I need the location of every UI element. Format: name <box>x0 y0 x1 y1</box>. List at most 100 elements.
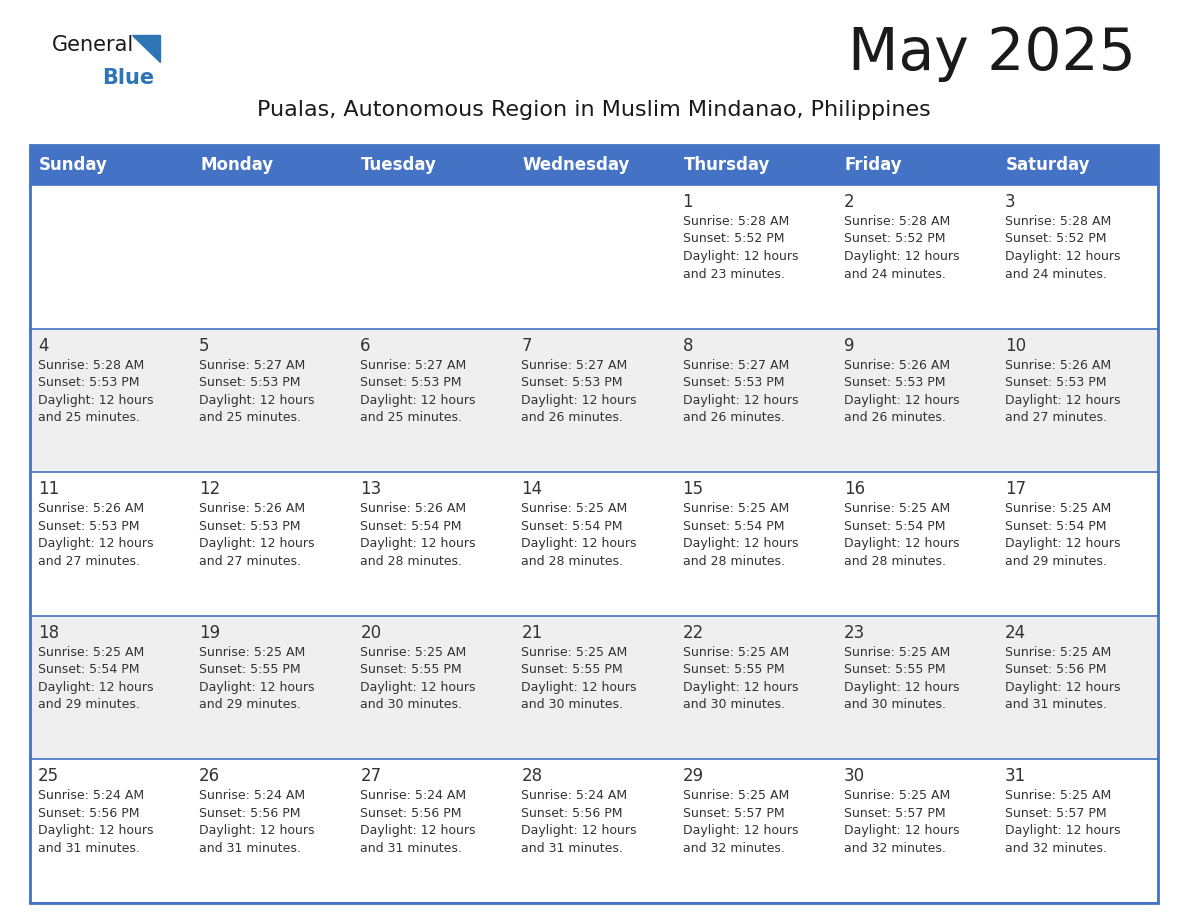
Text: Daylight: 12 hours: Daylight: 12 hours <box>843 681 959 694</box>
Text: 30: 30 <box>843 767 865 786</box>
Text: Sunrise: 5:25 AM: Sunrise: 5:25 AM <box>38 645 144 659</box>
Text: Sunset: 5:53 PM: Sunset: 5:53 PM <box>522 376 623 389</box>
Text: Sunrise: 5:27 AM: Sunrise: 5:27 AM <box>200 359 305 372</box>
Text: Sunset: 5:55 PM: Sunset: 5:55 PM <box>843 664 946 677</box>
Text: Sunrise: 5:25 AM: Sunrise: 5:25 AM <box>522 502 627 515</box>
Text: 4: 4 <box>38 337 49 354</box>
Bar <box>30 616 191 759</box>
Text: Sunrise: 5:27 AM: Sunrise: 5:27 AM <box>360 359 467 372</box>
Text: Daylight: 12 hours: Daylight: 12 hours <box>843 537 959 550</box>
Text: and 27 minutes.: and 27 minutes. <box>38 554 140 567</box>
Text: Sunset: 5:52 PM: Sunset: 5:52 PM <box>683 232 784 245</box>
Text: Daylight: 12 hours: Daylight: 12 hours <box>1005 250 1120 263</box>
Bar <box>513 329 675 472</box>
Text: Saturday: Saturday <box>1006 156 1091 174</box>
Text: and 24 minutes.: and 24 minutes. <box>1005 267 1107 281</box>
Bar <box>353 145 513 185</box>
Text: Sunset: 5:54 PM: Sunset: 5:54 PM <box>38 664 139 677</box>
Text: 17: 17 <box>1005 480 1026 498</box>
Text: 21: 21 <box>522 624 543 642</box>
Text: 29: 29 <box>683 767 703 786</box>
Text: Sunrise: 5:24 AM: Sunrise: 5:24 AM <box>522 789 627 802</box>
Text: Thursday: Thursday <box>683 156 770 174</box>
Text: and 26 minutes.: and 26 minutes. <box>843 411 946 424</box>
Text: Sunday: Sunday <box>39 156 108 174</box>
Text: Daylight: 12 hours: Daylight: 12 hours <box>360 681 475 694</box>
Text: Daylight: 12 hours: Daylight: 12 hours <box>522 824 637 837</box>
Bar <box>191 759 353 903</box>
Text: Sunrise: 5:27 AM: Sunrise: 5:27 AM <box>522 359 627 372</box>
Text: and 30 minutes.: and 30 minutes. <box>360 699 462 711</box>
Text: Sunset: 5:53 PM: Sunset: 5:53 PM <box>360 376 462 389</box>
Text: Daylight: 12 hours: Daylight: 12 hours <box>683 824 798 837</box>
Text: and 29 minutes.: and 29 minutes. <box>38 699 140 711</box>
Text: Daylight: 12 hours: Daylight: 12 hours <box>843 250 959 263</box>
Bar <box>835 145 997 185</box>
Text: 25: 25 <box>38 767 59 786</box>
Bar <box>835 472 997 616</box>
Text: 1: 1 <box>683 193 693 211</box>
Text: 27: 27 <box>360 767 381 786</box>
Bar <box>30 185 191 329</box>
Text: 15: 15 <box>683 480 703 498</box>
Bar <box>997 145 1158 185</box>
Bar <box>675 145 835 185</box>
Text: Daylight: 12 hours: Daylight: 12 hours <box>1005 681 1120 694</box>
Text: Daylight: 12 hours: Daylight: 12 hours <box>360 537 475 550</box>
Text: Sunrise: 5:24 AM: Sunrise: 5:24 AM <box>200 789 305 802</box>
Text: Sunrise: 5:25 AM: Sunrise: 5:25 AM <box>1005 789 1111 802</box>
Text: and 29 minutes.: and 29 minutes. <box>200 699 301 711</box>
Text: 28: 28 <box>522 767 543 786</box>
Text: 26: 26 <box>200 767 220 786</box>
Text: Sunrise: 5:24 AM: Sunrise: 5:24 AM <box>38 789 144 802</box>
Text: Sunrise: 5:25 AM: Sunrise: 5:25 AM <box>683 502 789 515</box>
Bar <box>353 185 513 329</box>
Text: 9: 9 <box>843 337 854 354</box>
Text: Daylight: 12 hours: Daylight: 12 hours <box>522 681 637 694</box>
Text: Daylight: 12 hours: Daylight: 12 hours <box>683 394 798 407</box>
Text: and 28 minutes.: and 28 minutes. <box>360 554 462 567</box>
Text: Sunrise: 5:25 AM: Sunrise: 5:25 AM <box>1005 502 1111 515</box>
Text: and 25 minutes.: and 25 minutes. <box>38 411 140 424</box>
Text: 31: 31 <box>1005 767 1026 786</box>
Text: Sunrise: 5:25 AM: Sunrise: 5:25 AM <box>843 645 950 659</box>
Text: and 30 minutes.: and 30 minutes. <box>843 699 946 711</box>
Text: Sunrise: 5:26 AM: Sunrise: 5:26 AM <box>1005 359 1111 372</box>
Text: Sunrise: 5:25 AM: Sunrise: 5:25 AM <box>200 645 305 659</box>
Text: Sunrise: 5:26 AM: Sunrise: 5:26 AM <box>360 502 467 515</box>
Text: Daylight: 12 hours: Daylight: 12 hours <box>1005 537 1120 550</box>
Text: Daylight: 12 hours: Daylight: 12 hours <box>1005 824 1120 837</box>
Text: Sunrise: 5:28 AM: Sunrise: 5:28 AM <box>38 359 144 372</box>
Bar <box>353 759 513 903</box>
Text: Sunrise: 5:24 AM: Sunrise: 5:24 AM <box>360 789 467 802</box>
Text: Sunrise: 5:27 AM: Sunrise: 5:27 AM <box>683 359 789 372</box>
Text: Sunset: 5:56 PM: Sunset: 5:56 PM <box>200 807 301 820</box>
Text: and 27 minutes.: and 27 minutes. <box>1005 411 1107 424</box>
Text: Sunset: 5:55 PM: Sunset: 5:55 PM <box>522 664 623 677</box>
Text: Sunrise: 5:25 AM: Sunrise: 5:25 AM <box>843 789 950 802</box>
Bar <box>997 759 1158 903</box>
Bar <box>353 472 513 616</box>
Text: Sunrise: 5:26 AM: Sunrise: 5:26 AM <box>38 502 144 515</box>
Text: Sunrise: 5:25 AM: Sunrise: 5:25 AM <box>360 645 467 659</box>
Text: Sunrise: 5:25 AM: Sunrise: 5:25 AM <box>522 645 627 659</box>
Text: Sunrise: 5:25 AM: Sunrise: 5:25 AM <box>683 789 789 802</box>
Text: 20: 20 <box>360 624 381 642</box>
Bar <box>30 759 191 903</box>
Text: Sunset: 5:56 PM: Sunset: 5:56 PM <box>360 807 462 820</box>
Text: Daylight: 12 hours: Daylight: 12 hours <box>843 394 959 407</box>
Bar <box>191 185 353 329</box>
Bar <box>513 759 675 903</box>
Bar <box>835 329 997 472</box>
Text: 5: 5 <box>200 337 209 354</box>
Text: Daylight: 12 hours: Daylight: 12 hours <box>683 537 798 550</box>
Bar <box>30 329 191 472</box>
Bar <box>30 145 1158 903</box>
Bar <box>513 185 675 329</box>
Text: and 31 minutes.: and 31 minutes. <box>200 842 301 855</box>
Text: Sunset: 5:55 PM: Sunset: 5:55 PM <box>360 664 462 677</box>
Text: Daylight: 12 hours: Daylight: 12 hours <box>38 537 153 550</box>
Text: Sunrise: 5:25 AM: Sunrise: 5:25 AM <box>683 645 789 659</box>
Bar <box>191 329 353 472</box>
Bar <box>353 616 513 759</box>
